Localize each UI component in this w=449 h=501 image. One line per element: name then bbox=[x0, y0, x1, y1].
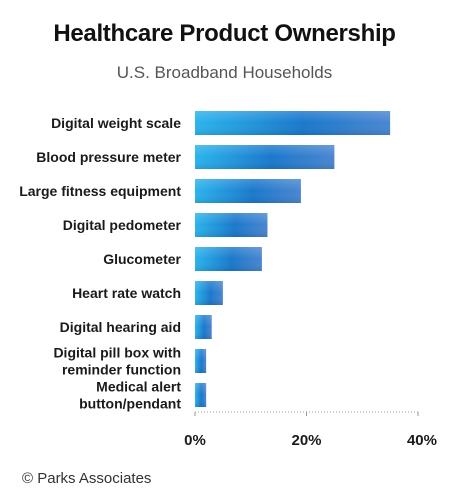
category-label-line: Digital pill box with bbox=[53, 345, 181, 361]
category-label-line: Medical alert bbox=[96, 379, 181, 395]
bar-shading bbox=[195, 349, 207, 373]
bar-shading bbox=[195, 145, 335, 169]
bar-shading bbox=[195, 213, 268, 237]
x-axis-ticks: 0% 20% 40% bbox=[184, 412, 437, 449]
category-label-line: Heart rate watch bbox=[72, 285, 181, 301]
category-label: Digital weight scale bbox=[51, 115, 181, 131]
bar-shading bbox=[195, 315, 212, 339]
category-label: Medical alert button/pendant bbox=[79, 379, 181, 412]
bar-shading bbox=[195, 247, 262, 271]
x-tick-label: 40% bbox=[407, 432, 437, 449]
x-tick-label: 0% bbox=[184, 432, 206, 449]
category-label: Glucometer bbox=[103, 251, 181, 267]
category-label: Blood pressure meter bbox=[36, 149, 181, 165]
category-label-line: reminder function bbox=[62, 362, 181, 378]
category-labels: Digital weight scale Blood pressure meter… bbox=[19, 115, 181, 412]
category-label-line: Digital hearing aid bbox=[60, 319, 181, 335]
category-label: Digital pill box with reminder function bbox=[53, 345, 181, 378]
bar-shading bbox=[195, 383, 207, 407]
category-label-line: Glucometer bbox=[103, 251, 181, 267]
bar-shading bbox=[195, 111, 391, 135]
category-label: Large fitness equipment bbox=[19, 183, 181, 199]
bar-shading bbox=[195, 281, 223, 305]
category-label-line: Large fitness equipment bbox=[19, 183, 181, 199]
bar-shading bbox=[195, 179, 301, 203]
bars-layer bbox=[195, 111, 391, 407]
chart-title: Healthcare Product Ownership bbox=[53, 20, 396, 47]
source-note: © Parks Associates bbox=[22, 470, 152, 487]
category-label: Digital hearing aid bbox=[60, 319, 181, 335]
category-label-line: Digital weight scale bbox=[51, 115, 181, 131]
category-label: Heart rate watch bbox=[72, 285, 181, 301]
x-tick-label: 20% bbox=[291, 432, 321, 449]
category-label-line: button/pendant bbox=[79, 396, 181, 412]
category-label-line: Blood pressure meter bbox=[36, 149, 181, 165]
category-label: Digital pedometer bbox=[63, 217, 182, 233]
category-label-line: Digital pedometer bbox=[63, 217, 182, 233]
chart-subtitle: U.S. Broadband Households bbox=[116, 63, 333, 82]
